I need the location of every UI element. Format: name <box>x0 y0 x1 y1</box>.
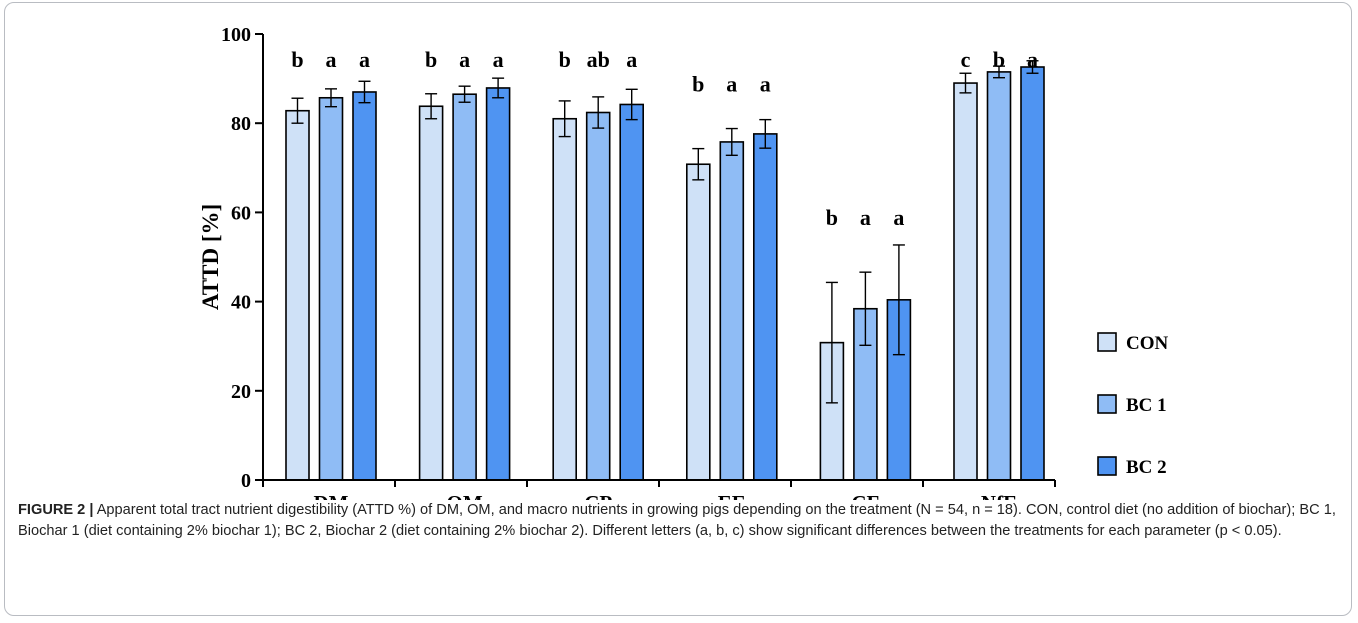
significance-letter: b <box>692 72 704 97</box>
legend-swatch <box>1097 456 1117 476</box>
significance-letter: a <box>326 47 337 72</box>
bar <box>719 141 745 481</box>
y-axis-title: ATTD [%] <box>198 204 223 310</box>
bar <box>352 91 377 481</box>
bar <box>485 87 511 481</box>
significance-letter: b <box>826 205 838 230</box>
legend-swatch <box>1097 394 1117 414</box>
bar <box>552 117 578 481</box>
significance-letter: a <box>493 47 504 72</box>
significance-letter: b <box>993 47 1005 72</box>
significance-letter: a <box>359 47 370 72</box>
x-tick-label: CP <box>584 491 612 500</box>
bar <box>986 71 1012 481</box>
x-tick-label: NfE <box>981 491 1017 500</box>
chart-plot-area: baaDMbaaOMbabaCPbaaEEbaaCFcbaNfE02040608… <box>198 24 1169 500</box>
figure-caption: FIGURE 2 | Apparent total tract nutrient… <box>18 500 1336 542</box>
legend-label: BC 1 <box>1126 395 1167 416</box>
bar <box>418 105 444 481</box>
bar <box>452 93 477 481</box>
significance-letter: a <box>760 72 771 97</box>
bar <box>953 82 978 481</box>
caption-label: FIGURE 2 | <box>18 502 94 518</box>
significance-letter: a <box>626 47 637 72</box>
caption-text: Apparent total tract nutrient digestibil… <box>18 502 1336 539</box>
bar <box>585 111 611 481</box>
x-tick-label: OM <box>447 491 483 500</box>
bar <box>619 103 645 481</box>
bar <box>285 109 310 481</box>
significance-letter: b <box>291 47 303 72</box>
significance-letter: ab <box>587 47 610 72</box>
legend-swatch <box>1097 332 1117 352</box>
legend-label: BC 2 <box>1126 457 1167 478</box>
x-tick-label: DM <box>314 491 349 500</box>
y-tick-label: 40 <box>231 292 251 314</box>
significance-letter: a <box>1027 47 1038 72</box>
significance-letter: a <box>860 205 871 230</box>
legend-label: CON <box>1126 333 1169 354</box>
x-tick-label: EE <box>718 491 746 500</box>
bar <box>752 133 778 481</box>
significance-letter: a <box>726 72 737 97</box>
y-tick-label: 20 <box>231 381 251 403</box>
significance-letter: b <box>559 47 571 72</box>
bar <box>1020 66 1045 481</box>
y-tick-label: 0 <box>241 470 251 492</box>
bar <box>318 96 344 481</box>
y-tick-label: 100 <box>221 24 251 46</box>
y-tick-label: 60 <box>231 202 251 224</box>
significance-letter: a <box>459 47 470 72</box>
significance-letter: b <box>425 47 437 72</box>
significance-letter: a <box>893 205 904 230</box>
x-tick-label: CF <box>851 491 879 500</box>
bar <box>685 163 711 481</box>
significance-letter: c <box>961 47 971 72</box>
figure-frame <box>4 2 1352 616</box>
bar-chart: baaDMbaaOMbabaCPbaaEEbaaCFcbaNfE02040608… <box>198 24 1169 500</box>
y-tick-label: 80 <box>231 113 251 135</box>
